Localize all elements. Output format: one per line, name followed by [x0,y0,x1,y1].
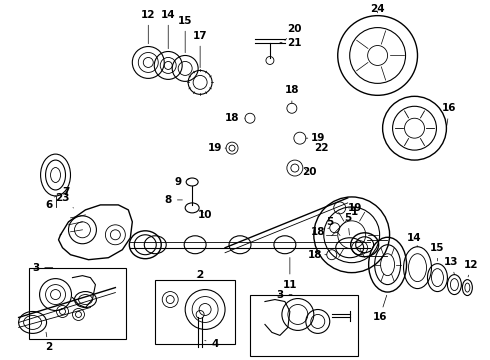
Text: 5: 5 [326,217,340,235]
Text: 19: 19 [208,143,226,153]
Bar [155,280,235,345]
Text: 19: 19 [347,203,362,213]
Text: 12: 12 [141,10,155,44]
Polygon shape [73,276,96,307]
Text: 5: 5 [344,213,351,235]
Text: 18: 18 [308,250,327,260]
Text: 20: 20 [302,167,317,177]
Text: 15: 15 [178,15,193,53]
Polygon shape [58,205,132,260]
Text: 18: 18 [311,227,330,237]
Text: 1: 1 [332,207,358,236]
Text: 18: 18 [225,113,245,123]
Text: 20: 20 [285,24,302,41]
Text: 19: 19 [306,133,325,143]
Text: 16: 16 [372,295,387,323]
Text: 7: 7 [62,187,69,197]
Text: 16: 16 [442,103,457,125]
Text: 13: 13 [444,257,459,275]
Text: 3: 3 [276,289,292,300]
Text: 21: 21 [280,37,302,48]
Text: 8: 8 [165,195,182,205]
Text: 10: 10 [198,210,212,220]
Text: 6: 6 [45,196,55,210]
Text: 4: 4 [205,339,219,349]
Text: 14: 14 [161,10,175,49]
Text: 17: 17 [193,31,207,68]
Text: 9: 9 [174,177,190,187]
Bar [250,294,358,356]
Text: 12: 12 [464,260,479,277]
Bar [28,268,126,339]
Text: 2: 2 [45,332,52,352]
Text: 23: 23 [55,193,74,208]
Text: 3: 3 [32,263,53,273]
Text: 15: 15 [430,243,445,261]
Text: 11: 11 [283,257,297,289]
Text: 22: 22 [315,143,329,153]
Text: 14: 14 [407,233,422,247]
Text: 24: 24 [370,4,385,14]
Text: 2: 2 [196,270,204,280]
Text: 18: 18 [285,85,299,103]
Polygon shape [265,300,290,336]
